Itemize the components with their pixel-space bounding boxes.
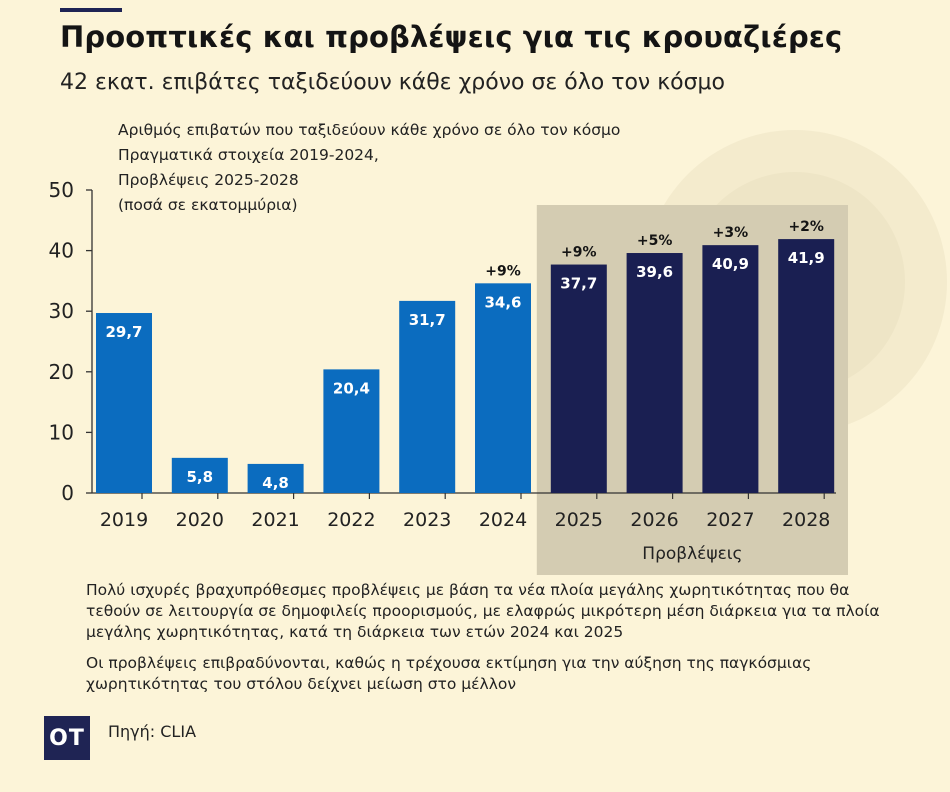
x-tick-label: 2026	[630, 509, 678, 531]
bar	[399, 300, 456, 493]
bar-value-label: 29,7	[105, 323, 142, 341]
x-tick-label: 2024	[479, 509, 527, 531]
bar	[96, 313, 152, 493]
growth-label: +2%	[788, 219, 824, 235]
y-tick-label: 30	[49, 299, 74, 323]
bar-value-label: 39,6	[636, 263, 673, 281]
top-accent-rule	[60, 8, 122, 12]
chart-description-line: Προβλέψεις 2025-2028	[118, 171, 299, 189]
bar-value-label: 20,4	[333, 379, 370, 397]
bar-chart: Προβλέψεις 0 10 20 30 40 50 29,7 2019 5,8 2020 4,8 2…	[49, 130, 947, 575]
brand-logo: OT	[44, 716, 90, 760]
chart-description-line: Αριθμός επιβατών που ταξιδεύουν κάθε χρό…	[118, 121, 621, 139]
x-tick-label: 2022	[327, 509, 375, 531]
forecast-label: Προβλέψεις	[642, 544, 742, 564]
y-tick-label: 20	[49, 360, 74, 384]
bar-value-label: 31,7	[409, 311, 446, 329]
chart-description-line: (ποσά σε εκατομμύρια)	[118, 196, 298, 214]
bar-value-label: 37,7	[560, 275, 597, 293]
x-tick-label: 2023	[403, 509, 451, 531]
bar-value-label: 5,8	[187, 468, 214, 486]
x-tick-label: 2020	[176, 509, 224, 531]
bar-value-label: 40,9	[712, 255, 749, 273]
chart-description: Αριθμός επιβατών που ταξιδεύουν κάθε χρό…	[118, 118, 620, 218]
x-tick-label: 2027	[706, 509, 754, 531]
growth-label: +9%	[485, 263, 521, 279]
note-paragraph: Πολύ ισχυρές βραχυπρόθεσμες προβλέψεις μ…	[86, 581, 880, 641]
x-tick-label: 2021	[251, 509, 299, 531]
growth-label: +3%	[713, 225, 749, 241]
x-tick-label: 2019	[100, 509, 148, 531]
growth-label: +9%	[561, 245, 597, 261]
chart-description-line: Πραγματικά στοιχεία 2019-2024,	[118, 146, 379, 164]
x-tick-label: 2028	[782, 509, 830, 531]
x-tick-label: 2025	[555, 509, 603, 531]
growth-label: +5%	[637, 233, 673, 249]
page-title: Προοπτικές και προβλέψεις για τις κρουαζ…	[60, 20, 843, 54]
bar-value-label: 34,6	[484, 293, 521, 311]
bar	[626, 253, 683, 493]
source-note: Πηγή: CLIA	[108, 722, 197, 741]
bar	[475, 283, 531, 493]
bar	[171, 457, 228, 493]
page-subtitle: 42 εκατ. επιβάτες ταξιδεύουν κάθε χρόνο …	[60, 70, 726, 95]
notes: Πολύ ισχυρές βραχυπρόθεσμες προβλέψεις μ…	[86, 580, 886, 705]
bar	[550, 264, 607, 493]
y-tick-label: 40	[49, 239, 74, 263]
bar-value-label: 4,8	[262, 474, 289, 492]
bar	[323, 369, 380, 493]
bar	[778, 239, 835, 493]
bar-value-label: 41,9	[788, 249, 825, 267]
y-tick-label: 10	[49, 420, 74, 444]
y-tick-label: 50	[49, 178, 74, 202]
bar	[247, 463, 304, 493]
note-paragraph: Οι προβλέψεις επιβραδύνονται, καθώς η τρ…	[86, 654, 812, 693]
bar	[702, 245, 759, 493]
y-tick-label: 0	[61, 481, 74, 505]
